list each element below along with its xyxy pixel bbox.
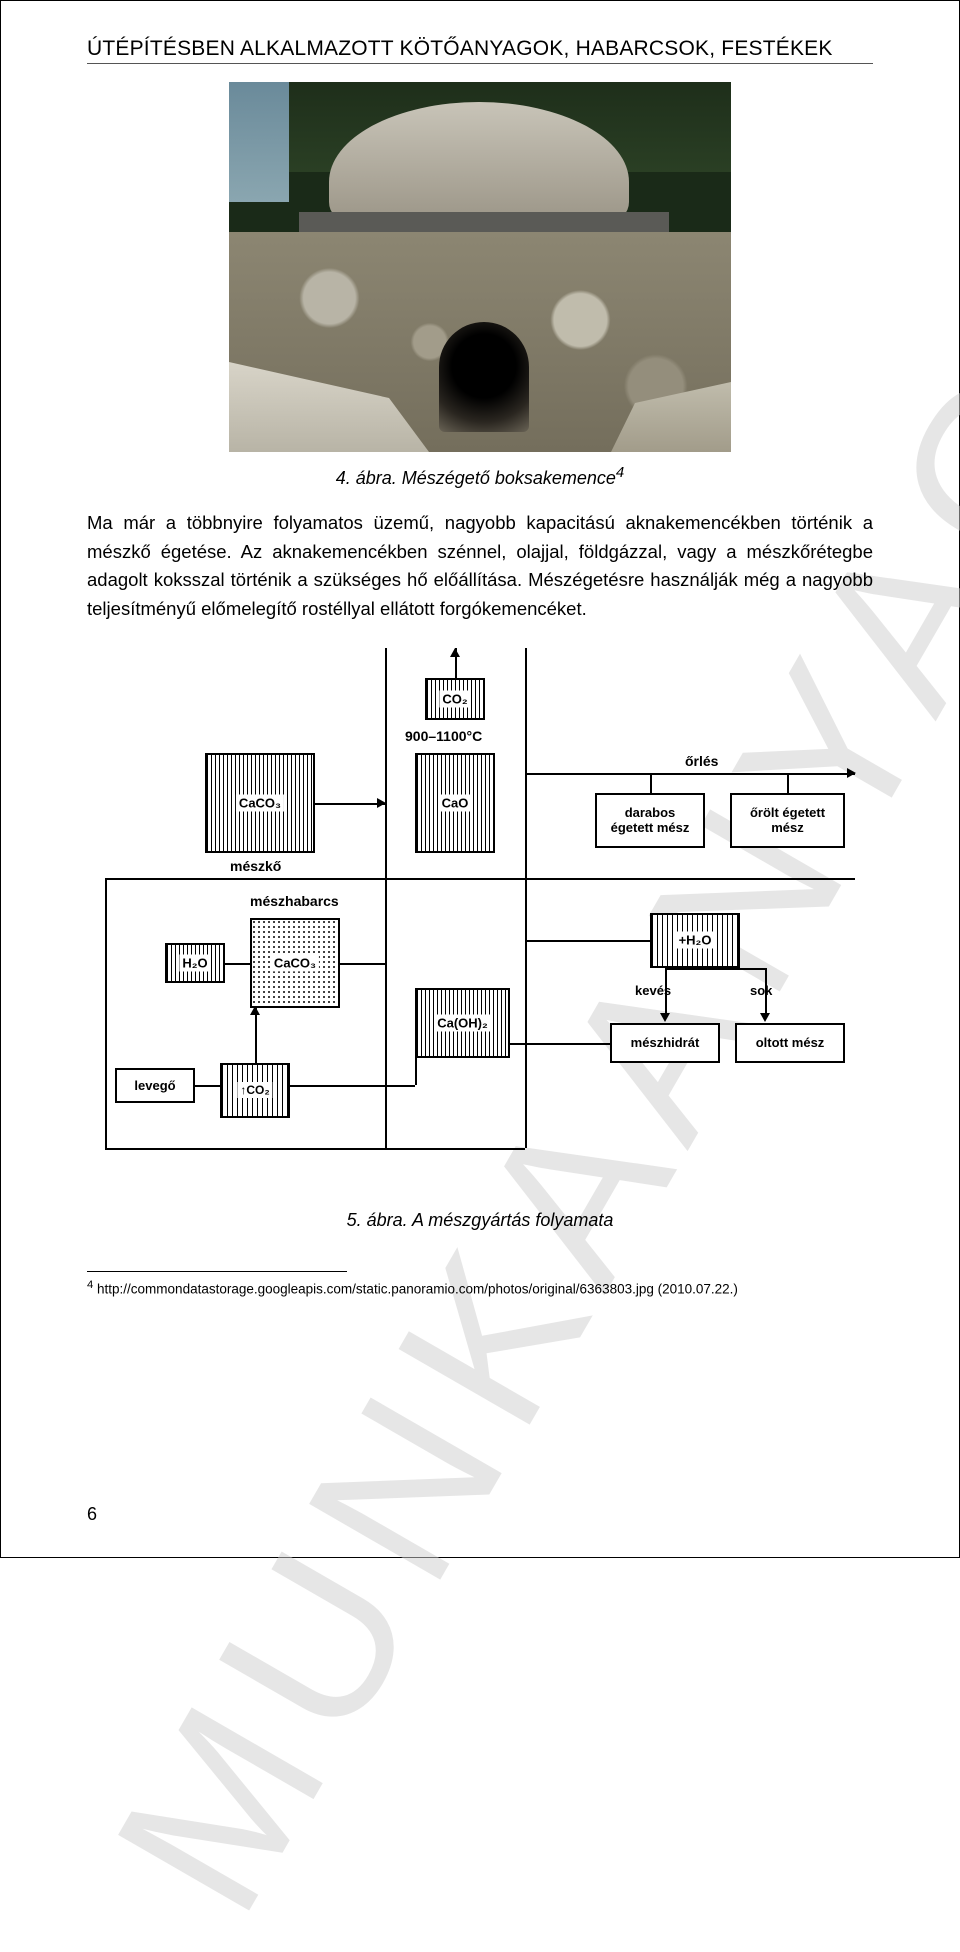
figure4-sup: 4: [616, 464, 624, 481]
diagram-line: [510, 1043, 610, 1045]
footnote-marker: 4: [87, 1279, 93, 1291]
diagram-line: [787, 773, 789, 793]
diagram-line: [650, 773, 652, 793]
figure4-photo: [229, 82, 731, 452]
diagram-label-caoh2: Ca(OH)₂: [434, 1014, 491, 1031]
diagram-box-meszhidrat: mészhidrát: [610, 1023, 720, 1063]
diagram-box-oltott: oltott mész: [735, 1023, 845, 1063]
page-header-title: ÚTÉPÍTÉSBEN ALKALMAZOTT KÖTŐANYAGOK, HAB…: [87, 37, 873, 61]
body-paragraph: Ma már a többnyire folyamatos üzemű, nag…: [87, 509, 873, 624]
diagram-label-co2-text: CO₂: [246, 1083, 269, 1097]
diagram-line: [525, 773, 855, 775]
page-number: 6: [87, 1504, 97, 1525]
diagram-label-co2: CO₂: [439, 690, 470, 707]
diagram-line: [290, 1085, 415, 1087]
diagram-vline-right: [525, 648, 527, 1148]
diagram-box-co2: CO₂: [425, 678, 485, 720]
diagram-line: [105, 1148, 525, 1150]
diagram-box-co2-low: ↑CO₂: [220, 1063, 290, 1118]
diagram-line: [105, 878, 107, 1148]
arrow-icon: [250, 1006, 260, 1015]
diagram-label-oltott: oltott mész: [756, 1035, 825, 1050]
document-page: MUNKAANYAG ÚTÉPÍTÉSBEN ALKALMAZOTT KÖTŐA…: [0, 0, 960, 1558]
diagram-box-caco3: CaCO₃: [205, 753, 315, 853]
diagram-label-meszkö: mészkő: [230, 858, 281, 874]
diagram-line: [665, 968, 765, 970]
process-diagram: CO₂ 900–1100°C CaCO₃ mészkő CaO: [105, 648, 855, 1198]
diagram-box-plus-h2o: +H₂O: [650, 913, 740, 968]
arrow-icon: [450, 648, 460, 657]
photo-lintel: [299, 212, 669, 232]
diagram-line: [415, 1058, 417, 1085]
content-layer: ÚTÉPÍTÉSBEN ALKALMAZOTT KÖTŐANYAGOK, HAB…: [87, 37, 873, 1299]
diagram-box-levego: levegő: [115, 1068, 195, 1103]
diagram-vline-left: [385, 648, 387, 1148]
diagram-label-temp: 900–1100°C: [405, 728, 482, 744]
photo-sky: [229, 82, 289, 202]
diagram-label-darabos: darabos égetett mész: [611, 805, 690, 836]
arrow-icon: [660, 1013, 670, 1022]
diagram-label-plus-h2o: +H₂O: [676, 932, 715, 949]
diagram-label-keves: kevés: [635, 983, 671, 998]
figure5-caption: 5. ábra. A mészgyártás folyamata: [87, 1210, 873, 1231]
photo-opening: [439, 322, 529, 432]
diagram-label-meszhidrat: mészhidrát: [631, 1035, 700, 1050]
diagram-label-meszhabarcs: mészhabarcs: [250, 893, 339, 909]
diagram-box-cao: CaO: [415, 753, 495, 853]
diagram-label-co2-low: ↑CO₂: [237, 1082, 272, 1098]
footnote-text: http://commondatastorage.googleapis.com/…: [97, 1281, 738, 1296]
figure4-caption-text: 4. ábra. Mészégető boksakemence: [336, 468, 616, 488]
diagram-label-caco3-lower: CaCO₃: [271, 954, 319, 971]
diagram-line: [195, 1085, 220, 1087]
diagram-label-caco3-inner: CaCO₃: [236, 794, 284, 811]
diagram-box-orolt: őrölt égetett mész: [730, 793, 845, 848]
diagram-line: [315, 803, 385, 805]
footnote: 4 http://commondatastorage.googleapis.co…: [87, 1278, 873, 1299]
diagram-box-caoh2: Ca(OH)₂: [415, 988, 510, 1058]
header-rule: [87, 63, 873, 64]
diagram-label-sok: sok: [750, 983, 772, 998]
diagram-box-darabos: darabos égetett mész: [595, 793, 705, 848]
arrow-icon: [377, 798, 386, 808]
diagram-label-h2o: H₂O: [179, 954, 210, 971]
diagram-line: [525, 940, 650, 942]
arrow-icon: [760, 1013, 770, 1022]
diagram-label-cao: CaO: [439, 794, 472, 811]
diagram-box-h2o: H₂O: [165, 943, 225, 983]
figure4-wrap: [87, 82, 873, 452]
diagram-label-levego: levegő: [134, 1078, 175, 1093]
arrow-icon: [847, 768, 856, 778]
footnote-rule: [87, 1271, 347, 1272]
diagram-hline-main: [105, 878, 855, 880]
figure4-caption: 4. ábra. Mészégető boksakemence4: [87, 464, 873, 489]
diagram-label-orles: őrlés: [685, 753, 718, 769]
diagram-line: [340, 963, 385, 965]
diagram-line: [225, 963, 250, 965]
diagram-box-caco3-lower: CaCO₃: [250, 918, 340, 1008]
figure5-wrap: CO₂ 900–1100°C CaCO₃ mészkő CaO: [87, 648, 873, 1198]
diagram-line: [255, 1008, 257, 1063]
diagram-label-orolt: őrölt égetett mész: [750, 805, 825, 836]
